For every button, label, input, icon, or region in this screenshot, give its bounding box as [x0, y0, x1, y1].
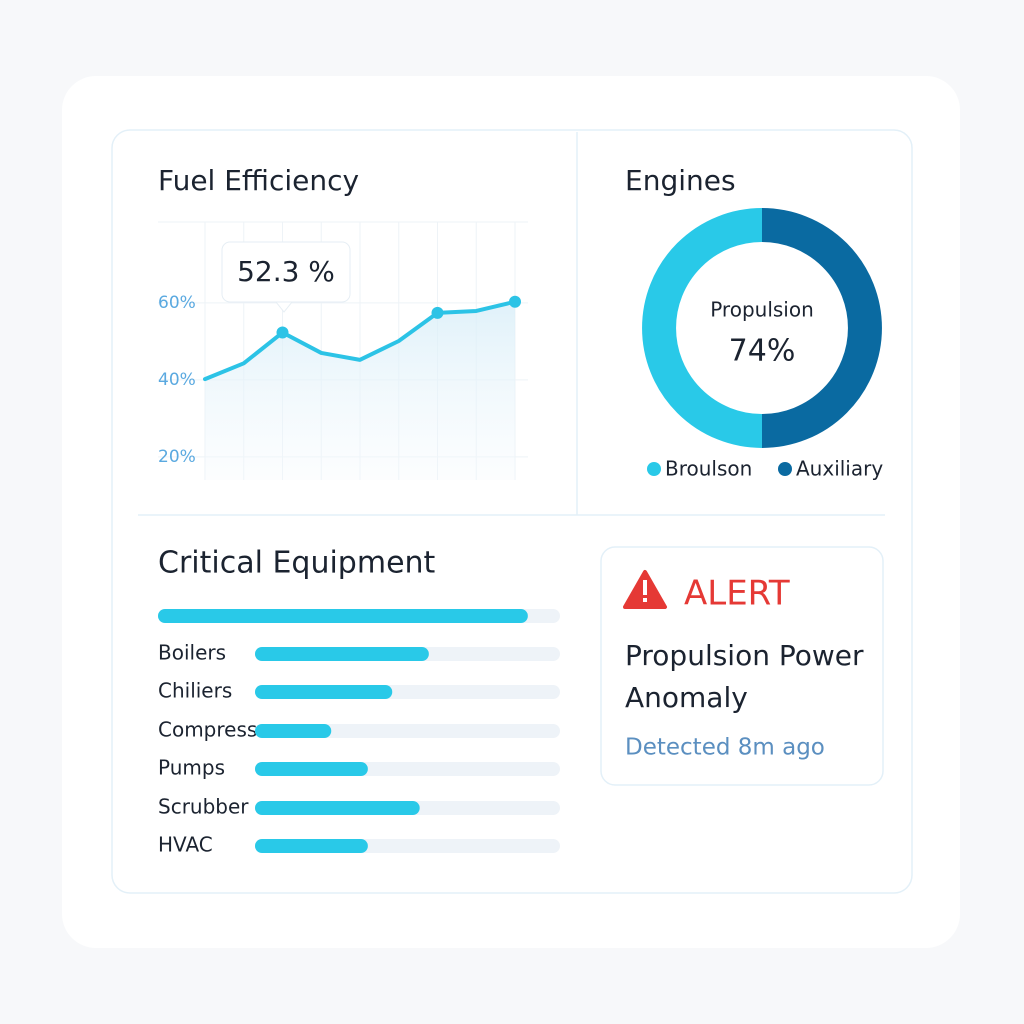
category-label: Boilers [158, 641, 226, 665]
bar-chart: BoilersChiliersCompressorsPumpsScrubberH… [158, 609, 560, 857]
bar [158, 609, 528, 623]
category-label: Scrubber [158, 795, 249, 819]
tooltip-pointer [274, 301, 294, 313]
donut-segment [761, 208, 882, 448]
bar [255, 801, 420, 815]
y-tick-label: 60% [158, 293, 196, 313]
alert-icon-dot [643, 598, 647, 602]
chart-title: Fuel Efficiency [158, 164, 359, 197]
point [509, 295, 521, 308]
chart-title: Critical Equipment [158, 546, 436, 581]
point [276, 326, 289, 339]
chart-title: Engines [625, 164, 736, 197]
donut-segment [642, 208, 763, 448]
bar [255, 647, 429, 661]
bar [255, 724, 332, 738]
bar-track [255, 724, 560, 738]
legend-swatch [778, 462, 792, 476]
category-label: Pumps [158, 756, 225, 780]
line-chart: 20% 40% 60% [158, 221, 528, 480]
y-tick-label: 40% [158, 370, 196, 390]
y-tick-label: 20% [158, 447, 196, 467]
category-label: Chiliers [158, 679, 232, 703]
legend-label: Auxiliary [796, 457, 883, 481]
alert-card [600, 546, 884, 786]
donut-chart: Propulsion 74% Broulson Auxiliary [642, 208, 883, 481]
alert-label: ALERT [684, 574, 790, 614]
bar [255, 685, 393, 699]
alert-message: Anomaly [625, 681, 748, 714]
bar [255, 839, 368, 853]
point [431, 306, 444, 319]
tooltip: 52.3 % [221, 241, 351, 313]
alert-message: Propulsion Power [625, 639, 864, 672]
center-text: Propulsion [710, 298, 814, 322]
alert-icon-mark [643, 580, 647, 595]
center-value: 74% [729, 334, 796, 369]
line [203, 299, 517, 382]
bar [255, 762, 368, 776]
category-label: HVAC [158, 833, 213, 857]
alert-detail: Detected 8m ago [625, 735, 825, 761]
area [205, 301, 515, 480]
annotation: 52.3 % [237, 255, 335, 288]
legend-swatch [647, 462, 661, 476]
legend-label: Broulson [665, 457, 752, 481]
